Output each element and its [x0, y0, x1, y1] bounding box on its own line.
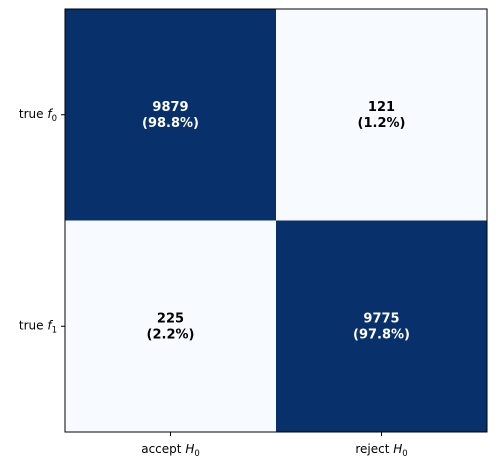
- heatmap-cell-1-1: [276, 220, 487, 432]
- tick-label-math: f: [47, 318, 53, 332]
- cell-count-label: 9879: [152, 100, 188, 115]
- tick-label-math: H: [393, 442, 402, 456]
- tick-label-subscript: 0: [402, 449, 407, 459]
- cell-percent-label: (1.2%): [358, 116, 406, 131]
- tick-label-subscript: 1: [52, 325, 57, 335]
- x-tick-label: reject H0: [355, 442, 407, 459]
- y-tick-label: true f1: [19, 318, 57, 335]
- tick-label-math: H: [185, 442, 194, 456]
- x-tick-label: accept H0: [141, 442, 200, 459]
- cell-percent-label: (2.2%): [147, 327, 195, 342]
- cell-count-label: 121: [368, 100, 395, 115]
- heatmap-cell-0-1: [276, 9, 487, 221]
- tick-label-subscript: 0: [52, 114, 57, 124]
- y-tick-label: true f0: [19, 107, 57, 124]
- tick-label-math: f: [47, 107, 53, 121]
- cell-percent-label: (97.8%): [353, 327, 410, 342]
- tick-label-text: accept: [141, 442, 185, 456]
- heatmap-cell-0-0: [65, 9, 276, 221]
- cell-count-label: 225: [157, 311, 184, 326]
- plot-frame: [64, 8, 488, 433]
- cell-labels: 9879(98.8%) 121(1.2%) 225(2.2%) 9775(97.8%): [142, 100, 410, 343]
- heatmap-cell-1-0: [65, 220, 276, 432]
- tick-label-text: reject: [355, 442, 393, 456]
- x-axis-ticks: accept H0 reject H0: [141, 432, 408, 459]
- tick-label-text: true: [19, 107, 47, 121]
- cell-count-label: 9775: [363, 311, 399, 326]
- tick-label-text: true: [19, 318, 47, 332]
- cell-percent-label: (98.8%): [142, 116, 199, 131]
- tick-label-subscript: 0: [194, 449, 199, 459]
- heatmap-cells: [65, 9, 487, 432]
